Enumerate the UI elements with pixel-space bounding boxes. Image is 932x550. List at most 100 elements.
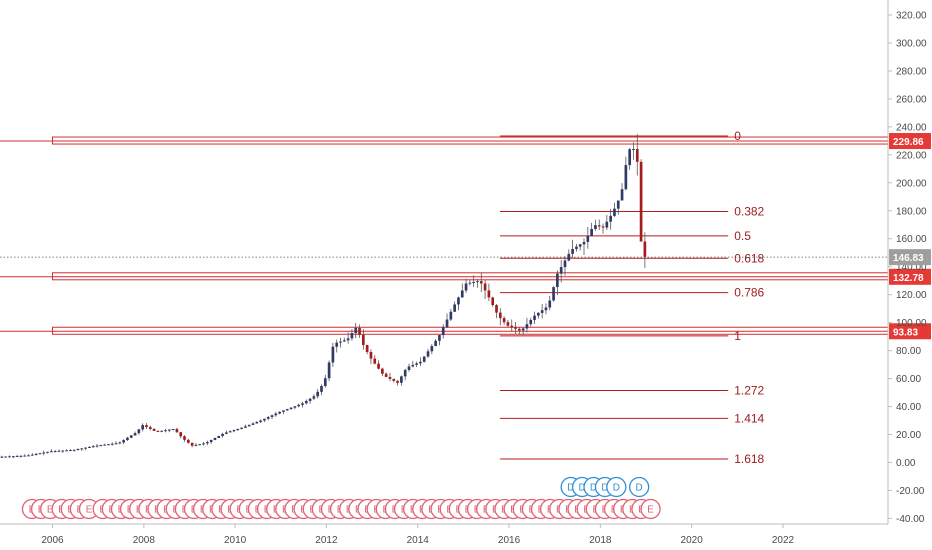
x-tick-label: 2012 xyxy=(315,535,338,546)
candle-body xyxy=(483,283,487,291)
candle-body xyxy=(460,290,464,298)
candle-body xyxy=(95,445,99,447)
candle-body xyxy=(217,435,221,438)
dividend-marker[interactable] xyxy=(606,476,627,498)
candle-body xyxy=(19,455,23,457)
candle-body xyxy=(228,431,232,433)
dividend-marker-label: D xyxy=(613,483,620,494)
candle-body xyxy=(377,363,380,369)
candle-body xyxy=(487,290,491,298)
x-tick-label: 2018 xyxy=(589,535,612,546)
candle-body xyxy=(69,450,72,452)
fib-level-label: 1.414 xyxy=(734,411,764,425)
candle-body xyxy=(441,327,445,336)
candle-body xyxy=(145,425,148,428)
x-tick-label: 2008 xyxy=(133,535,156,546)
level-price-label: 93.83 xyxy=(893,327,918,338)
candle-body xyxy=(438,335,441,341)
candle-body xyxy=(247,424,251,427)
candle-body xyxy=(350,333,354,339)
candle-body xyxy=(186,439,190,443)
y-tick-label: 180.00 xyxy=(896,206,927,217)
y-tick-label: 260.00 xyxy=(896,94,927,105)
candle-body xyxy=(289,407,293,410)
fib-level-label: 1.618 xyxy=(734,452,764,466)
y-tick-label: 20.00 xyxy=(896,430,921,441)
candle-body xyxy=(118,442,122,444)
candle-body xyxy=(559,267,563,274)
candle-body xyxy=(285,409,289,411)
candle-body xyxy=(50,451,53,453)
candle-body xyxy=(472,281,476,283)
candle-body xyxy=(537,312,540,316)
candle-body xyxy=(476,281,479,283)
candle-body xyxy=(171,429,175,431)
candle-body xyxy=(209,440,213,443)
y-tick-label: 320.00 xyxy=(896,10,927,21)
candlestick-series xyxy=(0,133,647,459)
fib-level-label: 1.272 xyxy=(734,383,764,397)
candle-body xyxy=(616,200,620,209)
candle-body xyxy=(533,315,536,320)
fib-level-label: 0.786 xyxy=(734,286,764,300)
candle-body xyxy=(392,378,396,381)
candle-body xyxy=(457,297,460,305)
candle-body xyxy=(514,327,517,329)
candle-body xyxy=(540,310,544,313)
candle-body xyxy=(175,429,179,433)
candle-body xyxy=(57,450,61,452)
y-tick-label: 160.00 xyxy=(896,234,927,245)
candle-body xyxy=(605,221,609,228)
candle-body xyxy=(582,241,586,245)
candle-body xyxy=(529,319,533,325)
candle-body xyxy=(251,423,255,425)
candle-body xyxy=(563,260,567,268)
dividend-marker-label: D xyxy=(601,483,608,494)
level-price-label: 229.86 xyxy=(893,137,924,148)
y-tick-label: 40.00 xyxy=(896,402,921,413)
candle-body xyxy=(152,428,156,431)
candle-body xyxy=(403,369,407,377)
candle-body xyxy=(635,149,639,162)
candle-body xyxy=(400,376,403,383)
earnings-marker-label: E xyxy=(47,505,54,516)
candle-body xyxy=(449,311,453,320)
x-tick-label: 2014 xyxy=(407,535,430,546)
y-tick-label: -20.00 xyxy=(896,486,925,497)
candle-body xyxy=(430,346,434,352)
candle-body xyxy=(266,417,270,419)
y-tick-label: 60.00 xyxy=(896,374,921,385)
y-tick-label: 0.00 xyxy=(896,458,916,469)
event-markers[interactable]: EEEEEEEEEEEEEEEEEEEEEEEEEEEEEEEEEEEEEEEE… xyxy=(21,476,661,520)
candle-body xyxy=(65,450,68,452)
candle-body xyxy=(396,380,399,383)
candle-body xyxy=(304,400,308,404)
candle-body xyxy=(274,413,278,416)
candle-body xyxy=(495,305,498,313)
candle-body xyxy=(434,340,437,347)
candle-body xyxy=(27,455,30,457)
candle-body xyxy=(213,438,217,441)
candle-body xyxy=(556,273,559,288)
candle-body xyxy=(198,444,202,446)
earnings-marker[interactable] xyxy=(640,498,661,520)
candle-body xyxy=(110,443,114,445)
dividend-marker[interactable] xyxy=(629,476,650,498)
earnings-marker-label: E xyxy=(647,505,654,516)
y-tick-label: 220.00 xyxy=(896,150,927,161)
candle-body xyxy=(301,403,304,405)
candle-body xyxy=(354,327,358,334)
candle-body xyxy=(122,440,125,443)
candle-body xyxy=(510,325,514,328)
candle-body xyxy=(164,430,167,432)
candle-body xyxy=(236,428,240,431)
candle-body xyxy=(194,444,198,446)
x-tick-label: 2020 xyxy=(681,535,704,546)
fib-level-label: 0.618 xyxy=(734,251,764,265)
fibonacci-retracement[interactable]: 0 0.382 0.5 0.618 0.786 1 1.272 1.414 1.618 xyxy=(499,129,765,466)
candle-body xyxy=(388,376,392,379)
candle-body xyxy=(190,442,194,446)
candle-body xyxy=(148,427,152,429)
